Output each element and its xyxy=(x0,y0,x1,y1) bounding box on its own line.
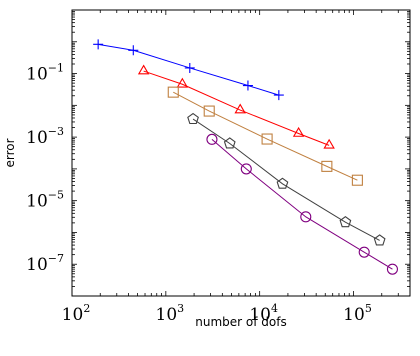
y-tick-label: 10−1 xyxy=(26,62,64,85)
data-point-circle xyxy=(386,263,398,275)
data-point-pentagon xyxy=(339,216,352,228)
data-point-square xyxy=(261,133,273,145)
data-point-square xyxy=(321,160,333,172)
series-3 xyxy=(167,86,363,186)
y-tick-label: 10−7 xyxy=(26,252,64,275)
data-point-square xyxy=(167,86,179,98)
series-4 xyxy=(187,112,386,246)
series-2 xyxy=(137,64,335,149)
y-tick-label: 10−5 xyxy=(26,189,64,212)
data-point-triangle xyxy=(137,64,150,75)
data-point-plus xyxy=(128,45,139,56)
data-point-triangle xyxy=(176,77,189,88)
y-axis-label: error xyxy=(3,138,17,167)
y-tick-label: 10−3 xyxy=(26,125,64,148)
series-5 xyxy=(206,133,398,275)
series-line xyxy=(192,118,380,241)
data-point-plus xyxy=(273,90,284,101)
data-point-plus xyxy=(184,62,195,73)
data-point-triangle xyxy=(234,103,246,114)
x-tick-label: 105 xyxy=(343,302,372,325)
data-point-circle xyxy=(240,163,252,175)
x-axis-label: number of dofs xyxy=(195,315,286,329)
data-point-pentagon xyxy=(187,112,199,125)
series-1 xyxy=(93,39,284,101)
data-point-pentagon xyxy=(276,177,289,189)
data-point-circle xyxy=(300,211,312,223)
data-point-pentagon xyxy=(223,137,236,149)
data-point-triangle xyxy=(292,126,305,137)
data-point-circle xyxy=(206,133,218,145)
plot-frame xyxy=(71,9,411,297)
x-tick-label: 104 xyxy=(249,302,278,325)
series-line xyxy=(173,91,358,181)
data-point-square xyxy=(203,105,215,117)
data-point-triangle xyxy=(323,138,335,149)
x-tick-label: 103 xyxy=(156,302,185,325)
data-point-plus xyxy=(93,39,104,50)
series-line xyxy=(211,138,393,270)
data-point-square xyxy=(351,174,363,186)
data-point-plus xyxy=(242,80,253,91)
data-point-circle xyxy=(358,246,370,258)
series-line xyxy=(143,70,330,146)
data-point-pentagon xyxy=(373,234,386,246)
x-tick-label: 102 xyxy=(62,302,91,325)
